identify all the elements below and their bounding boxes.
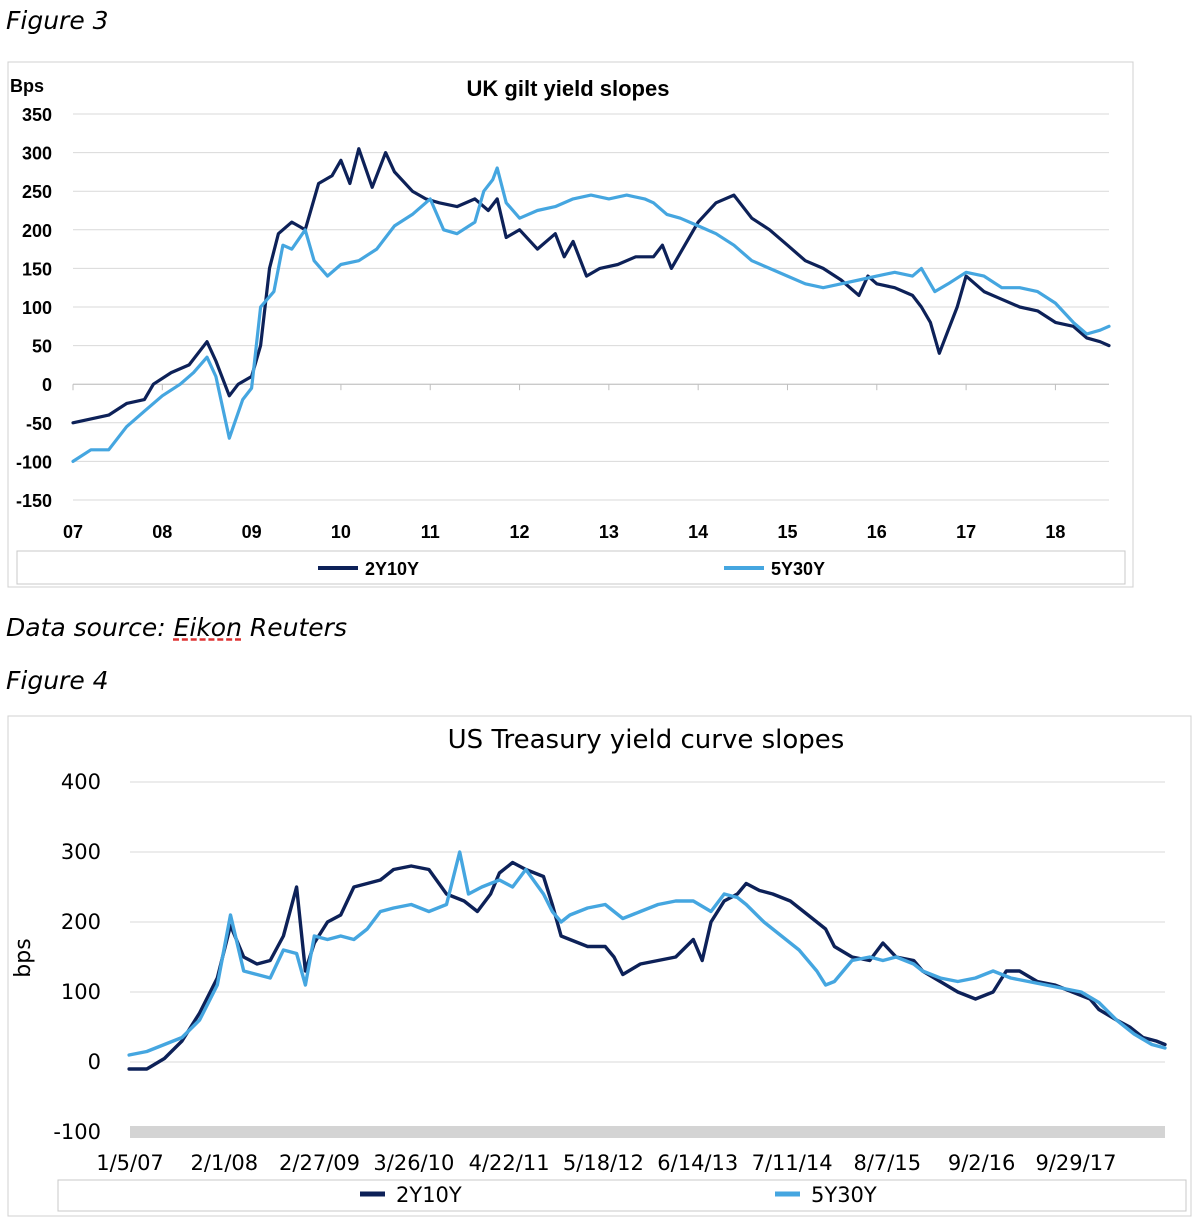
data-source-word: Eikon <box>173 613 242 642</box>
uk-x-tick-label: 10 <box>331 522 351 542</box>
uk-y-tick-label: 350 <box>22 105 52 125</box>
uk-x-tick-label: 08 <box>152 522 172 542</box>
uk-x-tick-label: 14 <box>688 522 708 542</box>
uk-y-tick-label: -100 <box>16 452 52 472</box>
uk-y-ticks: 350 300 250 200 150 100 50 0 -50 -100 -150 <box>16 105 52 511</box>
us-y-tick-label: 100 <box>61 980 101 1004</box>
us-x-tick-label: 5/18/12 <box>563 1151 644 1175</box>
uk-y-tick-label: -150 <box>16 491 52 511</box>
uk-x-tick-label: 15 <box>777 522 797 542</box>
uk-series <box>71 147 1111 463</box>
us-bottom-band <box>130 1126 1165 1138</box>
uk-x-tick-label: 12 <box>510 522 530 542</box>
us-x-tick-label: 2/27/09 <box>279 1151 360 1175</box>
uk-y-axis-label: Bps <box>10 76 44 96</box>
us-chart-title: US Treasury yield curve slopes <box>448 725 845 755</box>
uk-x-tick-label: 13 <box>599 522 619 542</box>
data-source-suffix: Reuters <box>241 613 347 642</box>
us-legend-label-2y10y: 2Y10Y <box>396 1183 462 1207</box>
us-y-axis-label: bps <box>11 938 36 977</box>
uk-x-tick-label: 17 <box>956 522 976 542</box>
us-x-tick-label: 9/29/17 <box>1035 1151 1116 1175</box>
us-x-tick-label: 2/1/08 <box>191 1151 259 1175</box>
uk-chart: UK gilt yield slopes Bps 350300250200150… <box>7 61 1134 588</box>
us-x-tick-label: 9/2/16 <box>948 1151 1016 1175</box>
us-x-tick-label: 4/22/11 <box>469 1151 550 1175</box>
uk-x-ticks: 07 08 09 10 11 12 13 14 15 16 17 18 <box>63 522 1065 542</box>
us-chart-frame <box>7 715 1192 1217</box>
figure-4-caption: Figure 4 <box>6 666 109 695</box>
us-x-tick-label: 6/14/13 <box>657 1151 738 1175</box>
uk-y-tick-label: 150 <box>22 259 52 279</box>
us-x-tick-label: 8/7/15 <box>853 1151 921 1175</box>
us-y-tick-label: 400 <box>61 770 101 794</box>
uk-series-line-5y30y <box>71 166 1111 463</box>
us-series-line-2y10y <box>127 860 1167 1071</box>
uk-chart-title: UK gilt yield slopes <box>467 76 670 101</box>
us-legend-label-5y30y: 5Y30Y <box>811 1183 877 1207</box>
uk-y-tick-label: -50 <box>26 414 52 434</box>
data-source-prefix: Data source: <box>6 613 174 642</box>
us-series <box>127 850 1167 1071</box>
uk-y-tick-label: 50 <box>32 337 52 357</box>
us-y-tick-label: 200 <box>61 910 101 934</box>
uk-x-tick-label: 11 <box>421 522 440 542</box>
uk-legend-label-2y10y: 2Y10Y <box>365 559 419 579</box>
us-x-tick-label: 3/26/10 <box>373 1151 454 1175</box>
uk-y-tick-label: 250 <box>22 182 52 202</box>
uk-x-tick-label: 18 <box>1045 522 1065 542</box>
uk-y-tick-label: 300 <box>22 144 52 164</box>
uk-legend-label-5y30y: 5Y30Y <box>771 559 825 579</box>
us-y-tick-label: -100 <box>53 1120 101 1144</box>
uk-legend-box <box>16 550 1126 585</box>
us-x-ticks: 1/5/07 2/1/08 2/27/09 3/26/10 4/22/11 5/18/12… <box>96 1151 1116 1175</box>
uk-x-tick-label: 09 <box>242 522 262 542</box>
us-y-tick-label: 300 <box>61 840 101 864</box>
uk-y-tick-label: 200 <box>22 221 52 241</box>
us-y-tick-label: 0 <box>88 1050 101 1074</box>
uk-y-tick-label: 100 <box>22 298 52 318</box>
us-x-tick-label: 1/5/07 <box>96 1151 164 1175</box>
us-y-ticks: 400 300 200 100 0 -100 <box>53 770 101 1144</box>
uk-grid <box>72 113 1109 501</box>
uk-y-tick-label: 0 <box>42 375 52 395</box>
figure-3-caption: Figure 3 <box>6 6 109 35</box>
uk-x-tick-label: 16 <box>867 522 887 542</box>
data-source-caption: Data source: Eikon Reuters <box>6 613 347 642</box>
us-legend-box <box>57 1179 1187 1212</box>
uk-x-tick-label: 07 <box>63 522 83 542</box>
us-series-line-5y30y <box>127 850 1167 1057</box>
us-x-tick-label: 7/11/14 <box>752 1151 833 1175</box>
